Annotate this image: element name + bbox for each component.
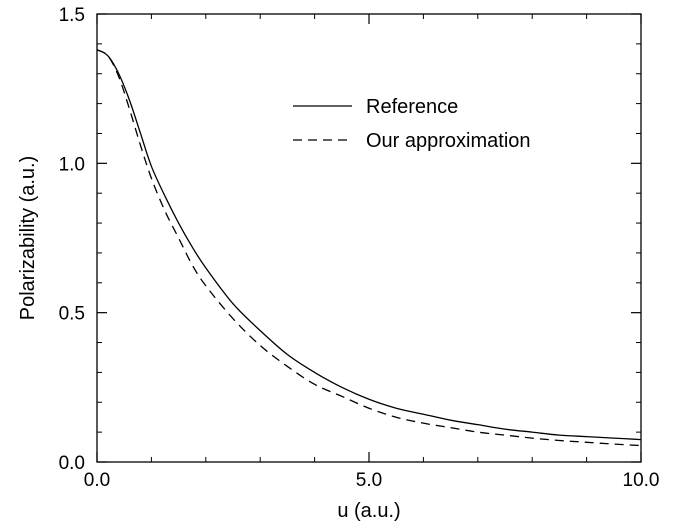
x-tick-label: 5.0 <box>356 470 382 491</box>
series-layer <box>96 49 642 447</box>
series-line-reference <box>96 49 642 441</box>
plot-frame <box>96 13 642 463</box>
x-tick-label: 10.0 <box>623 470 660 491</box>
y-tick-label: 0.5 <box>59 304 85 325</box>
legend-label: Reference <box>366 96 458 118</box>
x-tick-label: 0.0 <box>84 470 110 491</box>
legend-label: Our approximation <box>366 130 531 152</box>
y-tick-label: 1.5 <box>59 5 85 26</box>
y-tick-label: 0.0 <box>59 453 85 474</box>
x-axis-label: u (a.u.) <box>337 500 400 522</box>
series-line-approximation <box>96 49 642 447</box>
y-axis-label: Polarizability (a.u.) <box>17 156 39 321</box>
y-tick-label: 1.0 <box>59 154 85 175</box>
plot-area <box>96 13 642 463</box>
legend: Reference Our approximation <box>293 96 531 152</box>
axes-layer: 0.0 5.0 10.0 0.0 0.5 1.0 1.5 <box>59 5 660 491</box>
